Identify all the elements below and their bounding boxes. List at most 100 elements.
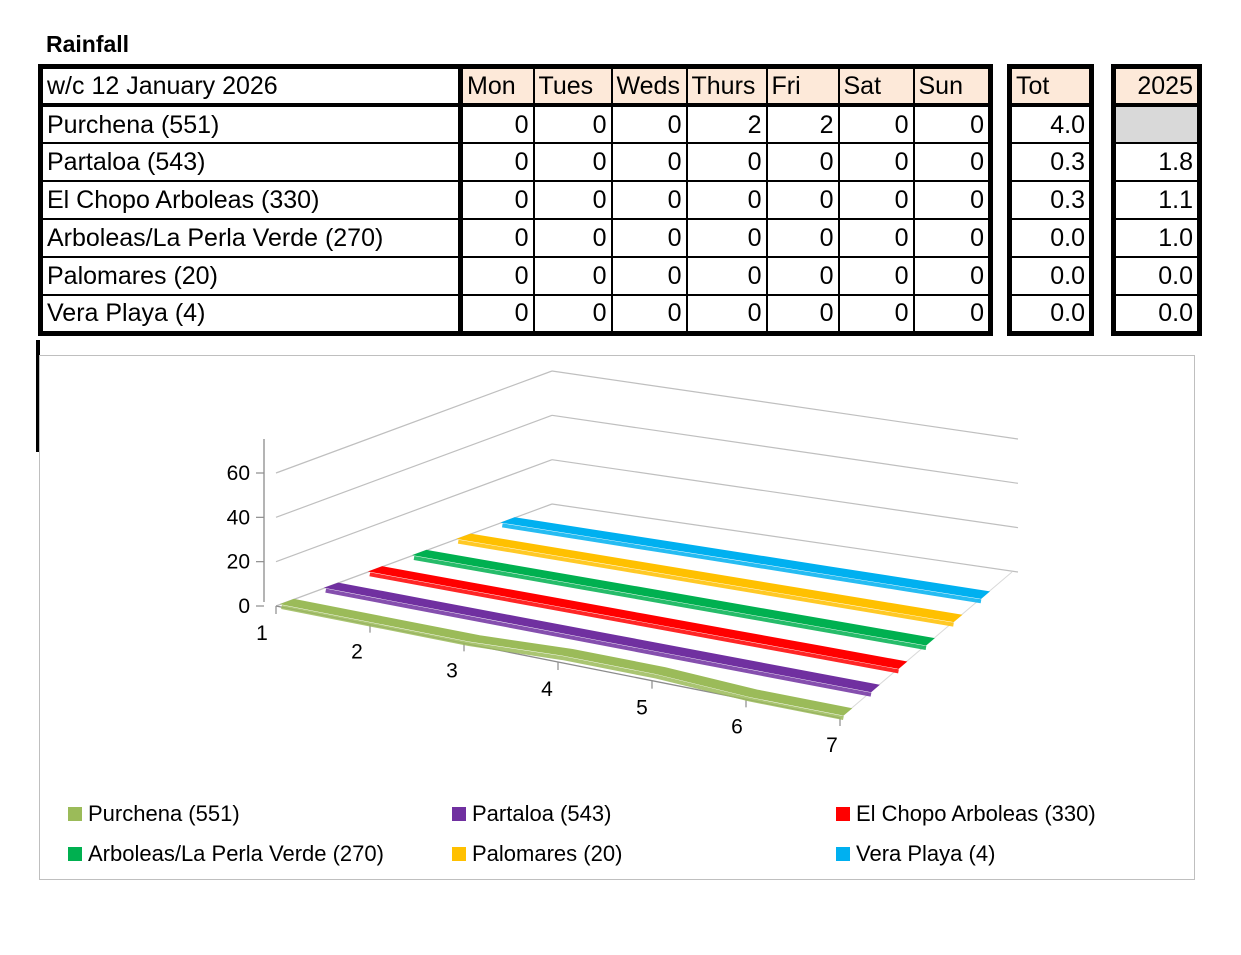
rainfall-chart: 0 20 40 60 1 2 3 4 5 6 7 Purchena (551) Partaloa (5…: [39, 355, 1195, 880]
day-header: Sat: [837, 65, 915, 107]
day-value: 0: [532, 180, 613, 220]
day-value: 0: [765, 294, 840, 334]
series-ribbon: [367, 566, 908, 669]
year-value: 0.0: [1112, 256, 1201, 296]
x-tick-label: 4: [541, 678, 553, 701]
day-value: 0: [459, 256, 535, 296]
day-value: 0: [837, 218, 915, 258]
y-tick-label: 20: [227, 551, 250, 574]
side-wall-gridline: [275, 414, 553, 518]
day-value: 0: [532, 142, 613, 182]
chart-canvas: 0 20 40 60 1 2 3 4 5 6 7: [227, 370, 1019, 757]
day-header: Fri: [765, 65, 840, 107]
total-value: 0.0: [1008, 256, 1093, 296]
table-row: Partaloa (543) 0 0 0 0 0 0 0: [39, 142, 992, 182]
station-name: El Chopo Arboleas (330): [39, 180, 463, 220]
table-row: Arboleas/La Perla Verde (270) 0 0 0 0 0 …: [39, 218, 992, 258]
side-wall-gridline: [275, 459, 553, 563]
day-value: 0: [610, 180, 688, 220]
total-table: Tot 4.0 0.3 0.3 0.0 0.0 0.0: [1007, 64, 1094, 336]
rainfall-table: w/c 12 January 2026 Mon Tues Weds Thurs …: [38, 64, 993, 336]
day-header: Thurs: [685, 65, 768, 107]
day-value: 0: [610, 294, 688, 334]
x-tick-label: 7: [826, 734, 838, 757]
day-value: 0: [532, 104, 613, 144]
day-value: 0: [912, 256, 992, 296]
day-value: 0: [532, 256, 613, 296]
day-value: 0: [459, 142, 535, 182]
year-value: [1112, 104, 1201, 144]
table-row: Vera Playa (4) 0 0 0 0 0 0 0: [39, 294, 992, 334]
day-value: 0: [532, 294, 613, 334]
station-name: Vera Playa (4): [39, 294, 463, 334]
station-name: Purchena (551): [39, 104, 463, 144]
table-row: Purchena (551) 0 0 0 2 2 0 0: [39, 104, 992, 144]
y-tick-label: 40: [227, 506, 250, 529]
day-header: Weds: [610, 65, 688, 107]
series-line: [369, 572, 899, 674]
page-title: Rainfall: [46, 31, 130, 57]
x-tick-label: 3: [446, 659, 458, 682]
series-line: [413, 556, 927, 650]
day-value: 0: [610, 256, 688, 296]
series-ribbon: [323, 582, 880, 693]
total-value: 0.0: [1008, 218, 1093, 258]
day-value: 2: [685, 104, 768, 144]
series-ribbon: [456, 533, 963, 623]
table-header-row: w/c 12 January 2026 Mon Tues Weds Thurs …: [39, 65, 992, 107]
day-value: 0: [685, 180, 768, 220]
back-wall-gridline: [551, 370, 1019, 440]
table-row: El Chopo Arboleas (330) 0 0 0 0 0 0 0: [39, 180, 992, 220]
year-value: 1.8: [1112, 142, 1201, 182]
day-value: 0: [685, 218, 768, 258]
day-value: 0: [610, 218, 688, 258]
series-line: [457, 539, 954, 627]
x-tick-label: 6: [731, 715, 743, 738]
day-value: 0: [459, 218, 535, 258]
day-header: Sun: [912, 65, 992, 107]
day-value: 0: [610, 104, 688, 144]
day-value: 0: [765, 218, 840, 258]
day-value: 0: [837, 256, 915, 296]
back-wall-gridline: [551, 414, 1019, 484]
year-value: 1.0: [1112, 218, 1201, 258]
day-value: 0: [912, 294, 992, 334]
day-value: 0: [685, 294, 768, 334]
year-2025-table: 2025 1.8 1.1 1.0 0.0 0.0: [1111, 64, 1202, 336]
series-ribbon: [279, 598, 853, 716]
week-label: w/c 12 January 2026: [39, 65, 463, 107]
day-header: Mon: [459, 65, 535, 107]
day-value: 0: [685, 256, 768, 296]
year-value: 1.1: [1112, 180, 1201, 220]
table-left-border: [36, 340, 40, 452]
day-value: 0: [912, 180, 992, 220]
day-value: 0: [765, 180, 840, 220]
year-header: 2025: [1112, 65, 1201, 107]
day-value: 0: [837, 180, 915, 220]
year-value: 0.0: [1112, 294, 1201, 334]
series-line: [325, 588, 872, 697]
y-tick-label: 0: [238, 595, 250, 618]
total-value: 0.0: [1008, 294, 1093, 334]
day-value: 0: [837, 142, 915, 182]
day-value: 0: [912, 218, 992, 258]
back-wall-gridline: [551, 503, 1019, 573]
station-name: Partaloa (543): [39, 142, 463, 182]
series-line: [501, 523, 982, 604]
total-value: 0.3: [1008, 180, 1093, 220]
side-wall-gridline: [275, 370, 553, 474]
x-tick-label: 1: [256, 622, 268, 645]
series-line: [281, 605, 844, 721]
station-name: Palomares (20): [39, 256, 463, 296]
table-row: Palomares (20) 0 0 0 0 0 0 0: [39, 256, 992, 296]
x-tick-label: 5: [636, 697, 648, 720]
day-value: 0: [912, 104, 992, 144]
total-header: Tot: [1008, 65, 1093, 107]
day-value: 2: [765, 104, 840, 144]
back-wall-gridline: [551, 459, 1019, 529]
day-value: 0: [685, 142, 768, 182]
day-header: Tues: [532, 65, 613, 107]
day-value: 0: [765, 142, 840, 182]
day-value: 0: [610, 142, 688, 182]
day-value: 0: [532, 218, 613, 258]
